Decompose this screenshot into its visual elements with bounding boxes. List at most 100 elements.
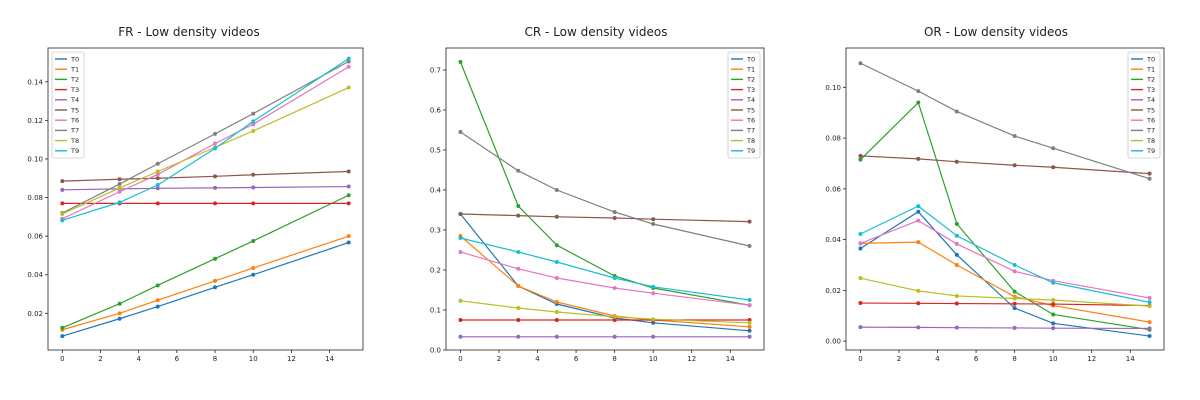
data-point-cr-t9-5: [747, 298, 752, 302]
data-point-cr-t9-4: [651, 284, 656, 289]
data-point-or-t9-3: [1012, 262, 1017, 267]
data-point-or-t7-2: [954, 109, 959, 114]
y-tick-label-or: 0.10: [825, 84, 841, 92]
data-point-cr-t6-1: [516, 266, 521, 271]
data-point-or-t7-5: [1147, 176, 1152, 181]
data-point-fr-t4-2: [155, 186, 160, 191]
x-tick-label-or: 6: [974, 355, 979, 363]
axes-frame-fr: [47, 47, 364, 351]
data-point-or-t6-3: [1012, 269, 1017, 274]
series-line-fr-t6: [62, 66, 349, 220]
x-tick-label-fr: 12: [287, 355, 296, 363]
data-point-cr-t8-4: [651, 317, 656, 322]
data-point-cr-t2-1: [516, 204, 521, 208]
data-point-fr-t9-0: [60, 218, 65, 223]
data-point-cr-t9-2: [554, 260, 559, 264]
data-point-cr-t3-0: [458, 318, 463, 322]
data-point-or-t9-1: [916, 204, 921, 209]
legend-label-or-t3: T3: [1146, 86, 1155, 94]
series-line-fr-t1: [62, 235, 349, 331]
y-tick-label-cr: 0.0: [430, 347, 441, 355]
data-point-cr-t5-1: [516, 213, 521, 218]
x-tick-label-cr: 6: [574, 355, 579, 363]
data-point-cr-t3-2: [554, 318, 559, 322]
x-tick-label-cr: 4: [535, 355, 540, 363]
data-point-fr-t0-0: [60, 334, 65, 339]
chart-panel-fr: FR - Low density videos 0 2 4 6 8 10 12 140.020…: [27, 25, 364, 363]
legend-label-or-t8: T8: [1146, 137, 1155, 145]
data-point-or-t9-5: [1147, 300, 1152, 305]
x-tick-label-cr: 14: [726, 355, 735, 363]
data-point-or-t2-0: [858, 157, 863, 162]
series-line-cr-t0: [459, 213, 750, 332]
series-line-or-t9: [860, 205, 1150, 303]
chart-title-or: OR - Low density videos: [924, 25, 1068, 39]
legend-label-fr-t7: T7: [70, 127, 79, 135]
legend-label-fr-t8: T8: [70, 137, 79, 145]
y-tick-label-cr: 0.5: [430, 147, 441, 155]
data-point-fr-t6-2: [155, 172, 160, 177]
legend-or: T0 T1 T2 T3 T4 T5 T6 T7 T8 T9: [1127, 51, 1161, 159]
legend-label-or-t0: T0: [1146, 55, 1155, 63]
chart-title-fr: FR - Low density videos: [118, 25, 260, 39]
data-point-cr-t4-1: [516, 334, 521, 339]
y-tick-label-fr: 0.08: [27, 194, 43, 202]
data-point-fr-t8-1: [117, 185, 122, 190]
data-point-fr-t5-4: [251, 172, 256, 177]
data-point-or-t7-1: [916, 89, 921, 94]
legend-label-or-t9: T9: [1146, 147, 1155, 155]
legend-label-fr-t2: T2: [70, 76, 79, 84]
data-point-fr-t9-5: [346, 56, 351, 61]
data-point-or-t8-1: [916, 288, 921, 293]
data-point-or-t8-4: [1051, 298, 1056, 303]
legend-label-or-t5: T5: [1146, 106, 1155, 114]
y-tick-label-or: 0.02: [825, 287, 841, 295]
data-point-cr-t3-1: [516, 318, 521, 322]
data-point-fr-t5-2: [155, 176, 160, 181]
data-point-fr-t2-5: [346, 193, 351, 198]
data-point-or-t4-0: [858, 325, 863, 330]
x-tick-label-or: 12: [1087, 355, 1096, 363]
x-tick-label-fr: 8: [213, 355, 217, 363]
data-point-cr-t9-3: [612, 276, 617, 280]
series-line-or-t5: [860, 155, 1150, 175]
legend-label-cr-t8: T8: [746, 137, 755, 145]
data-point-fr-t5-1: [117, 177, 122, 182]
y-tick-label-fr: 0.04: [27, 271, 43, 279]
data-point-cr-t1-1: [516, 284, 521, 288]
legend-label-cr-t7: T7: [746, 127, 755, 135]
data-point-cr-t5-0: [458, 212, 463, 216]
y-tick-label-fr: 0.14: [27, 78, 43, 86]
data-point-or-t0-0: [858, 246, 863, 251]
data-point-cr-t5-2: [554, 214, 559, 219]
data-point-fr-t7-2: [155, 161, 160, 166]
data-point-or-t0-4: [1051, 321, 1056, 326]
series-line-cr-t1: [460, 235, 750, 328]
data-point-cr-t9-1: [516, 250, 521, 254]
data-point-cr-t6-0: [458, 250, 463, 254]
data-point-cr-t2-0: [458, 60, 463, 64]
series-layer-fr: [60, 56, 351, 339]
legend-box-or: [1127, 51, 1161, 159]
data-point-fr-t9-2: [155, 183, 160, 188]
legend-label-or-t6: T6: [1146, 117, 1155, 125]
data-point-cr-t8-3: [612, 314, 617, 319]
data-point-cr-t1-2: [554, 300, 559, 304]
data-point-or-t4-4: [1051, 326, 1056, 331]
data-point-fr-t7-4: [251, 111, 256, 116]
x-tick-label-cr: 0: [458, 355, 462, 363]
series-line-cr-t7: [460, 131, 750, 247]
data-point-fr-t8-2: [155, 169, 160, 174]
y-tick-label-or: 0.06: [825, 185, 841, 193]
series-layer-or: [858, 61, 1152, 339]
data-point-or-t1-2: [954, 262, 959, 267]
data-point-cr-t8-5: [747, 320, 752, 325]
x-tick-label-fr: 0: [60, 355, 64, 363]
data-point-fr-t2-3: [213, 256, 218, 261]
legend-label-or-t2: T2: [1146, 76, 1155, 84]
legend-label-cr-t6: T6: [746, 117, 755, 125]
data-point-or-t0-3: [1012, 306, 1017, 311]
data-point-fr-t6-5: [346, 64, 351, 69]
series-line-fr-t0: [62, 241, 349, 337]
